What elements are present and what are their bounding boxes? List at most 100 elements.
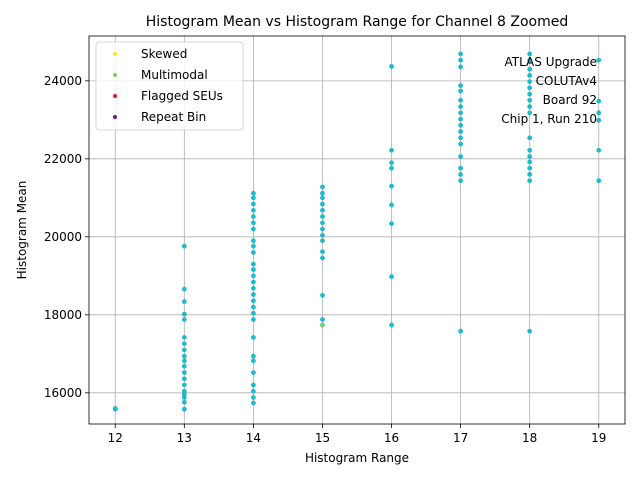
data-point-normal xyxy=(527,154,533,159)
data-point-normal xyxy=(181,311,187,317)
y-tick-label: 18000 xyxy=(44,308,82,322)
data-point-normal xyxy=(389,274,394,279)
data-point-normal xyxy=(458,178,463,184)
data-point-normal xyxy=(458,110,463,116)
data-point-normal xyxy=(458,172,463,177)
data-point-normal xyxy=(320,201,325,207)
data-point-normal xyxy=(320,249,325,254)
data-point-normal xyxy=(458,141,463,147)
data-point-normal xyxy=(458,104,463,109)
data-point-normal xyxy=(181,363,187,369)
x-axis-label: Histogram Range xyxy=(305,451,409,465)
data-point-normal xyxy=(596,98,602,104)
data-point-normal xyxy=(251,195,256,201)
data-point-normal xyxy=(251,370,256,375)
data-point-normal xyxy=(527,51,533,57)
data-point-normal xyxy=(251,238,256,244)
data-point-normal xyxy=(181,353,187,359)
data-point-normal xyxy=(320,207,325,213)
data-point-normal xyxy=(596,117,602,123)
data-point-normal xyxy=(181,317,187,322)
data-point-normal xyxy=(527,147,533,153)
data-point-normal xyxy=(181,335,187,340)
y-tick-label: 16000 xyxy=(44,386,82,400)
data-point-normal xyxy=(320,232,325,238)
data-point-normal xyxy=(251,298,256,304)
run-annotation: ATLAS Upgrade COLUTAv4 Board 92 Chip 1, Run… xyxy=(501,55,597,126)
x-tick-label: 13 xyxy=(177,431,192,445)
data-point-normal xyxy=(458,51,463,57)
data-point-normal xyxy=(389,147,394,153)
data-point-normal xyxy=(527,172,533,177)
data-point-normal xyxy=(527,328,533,334)
data-point-normal xyxy=(251,400,256,406)
data-point-normal xyxy=(251,388,256,394)
data-point-normal xyxy=(527,85,533,91)
data-point-normal xyxy=(251,220,256,226)
data-point-normal xyxy=(458,122,463,128)
x-tick-label: 12 xyxy=(108,431,123,445)
data-point-normal xyxy=(527,91,533,97)
data-point-normal xyxy=(181,299,187,304)
data-point-normal xyxy=(251,243,256,249)
data-point-normal xyxy=(251,353,256,359)
data-point-normal xyxy=(181,347,187,353)
data-point-normal xyxy=(251,304,256,310)
data-point-normal xyxy=(251,226,256,232)
legend-marker xyxy=(113,115,117,119)
data-point-normal xyxy=(181,406,187,412)
data-point-normal xyxy=(458,57,463,63)
data-point-normal xyxy=(527,178,533,184)
y-tick-label: 24000 xyxy=(44,74,82,88)
data-point-normal xyxy=(320,292,325,298)
data-point-normal xyxy=(251,267,256,272)
data-point-normal xyxy=(320,317,325,322)
data-point-normal xyxy=(251,250,256,255)
data-point-normal xyxy=(458,154,463,159)
data-point-normal xyxy=(596,110,602,116)
data-point-normal xyxy=(112,406,118,411)
data-point-normal xyxy=(251,279,256,285)
data-point-normal xyxy=(251,292,256,297)
data-point-normal xyxy=(458,129,463,134)
data-point-normal xyxy=(527,66,533,72)
data-point-normal xyxy=(320,255,325,261)
data-point-normal xyxy=(181,382,187,388)
data-point-normal xyxy=(251,214,256,219)
y-tick-label: 20000 xyxy=(44,230,82,244)
data-point-normal xyxy=(389,183,394,189)
legend-label: Multimodal xyxy=(141,68,208,82)
chart-title: Histogram Mean vs Histogram Range for Ch… xyxy=(146,14,568,30)
data-point-normal xyxy=(527,79,533,84)
data-point-normal xyxy=(251,273,256,279)
data-point-normal xyxy=(389,221,394,226)
data-point-normal xyxy=(251,285,256,291)
legend-label: Repeat Bin xyxy=(141,110,206,124)
data-point-normal xyxy=(596,178,602,184)
data-point-normal xyxy=(251,317,256,322)
legend-label: Flagged SEUs xyxy=(141,89,223,103)
data-point-multimodal xyxy=(320,322,325,328)
plot-frame xyxy=(88,35,626,425)
data-point-normal xyxy=(596,57,602,63)
x-tick-label: 14 xyxy=(246,431,261,445)
data-point-normal xyxy=(527,159,533,165)
data-point-normal xyxy=(458,116,463,122)
data-point-normal xyxy=(527,57,533,63)
data-point-normal xyxy=(181,341,187,347)
data-point-normal xyxy=(181,286,187,292)
data-point-normal xyxy=(181,376,187,382)
annotation-line: Board 92 xyxy=(543,93,597,107)
data-point-normal xyxy=(389,160,394,166)
data-point-normal xyxy=(527,165,533,171)
x-tick-label: 17 xyxy=(453,431,468,445)
data-point-normal xyxy=(389,202,394,208)
annotation-line: Chip 1, Run 210 xyxy=(501,112,597,126)
data-point-normal xyxy=(181,388,187,394)
data-point-normal xyxy=(527,135,533,141)
data-point-normal xyxy=(458,135,463,141)
x-tick-label: 19 xyxy=(591,431,606,445)
data-point-normal xyxy=(527,97,533,103)
data-point-normal xyxy=(527,104,533,109)
data-point-normal xyxy=(251,310,256,316)
